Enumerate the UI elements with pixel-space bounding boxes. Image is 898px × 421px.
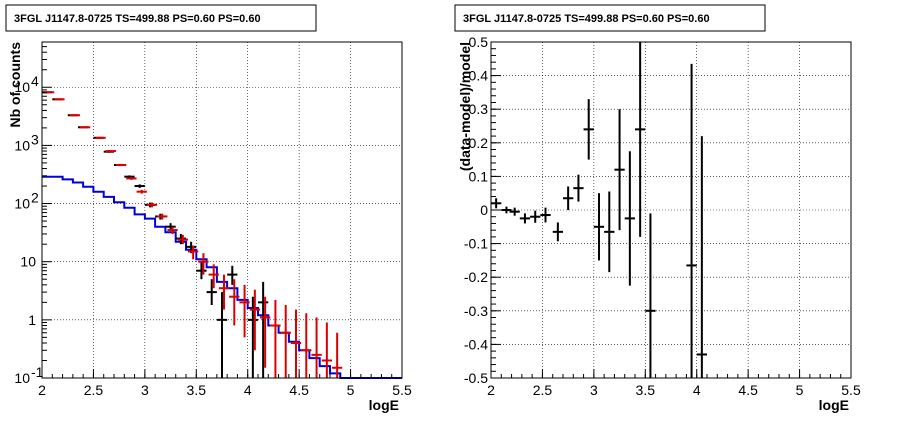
right-x-tick-label: 3 — [590, 382, 598, 398]
left-y-tick-exponent: 3 — [31, 131, 39, 147]
right-x-tick-label: 2.5 — [533, 382, 553, 398]
left-y-tick-label: 10 — [14, 196, 30, 212]
right-ticks — [490, 41, 852, 379]
left-x-tick-label: 4 — [244, 382, 252, 398]
left-title-box — [5, 4, 317, 32]
right-y-tick-label: 0.4 — [469, 68, 489, 84]
left-ticks — [41, 41, 403, 379]
left-y-tick-exponent: 4 — [31, 73, 39, 89]
left-x-tick-label: 5.5 — [392, 382, 412, 398]
right-y-tick-label: -0.2 — [464, 269, 488, 285]
right-x-tick-label: 5 — [796, 382, 804, 398]
right-grid — [491, 42, 851, 378]
left-x-tick-label: 3.5 — [187, 382, 207, 398]
left-x-axis-label: logE — [369, 397, 399, 413]
left-x-tick-label: 5 — [347, 382, 355, 398]
left-x-tick-label: 2.5 — [84, 382, 104, 398]
left-series — [42, 91, 402, 379]
right-y-tick-label: 0.5 — [469, 34, 489, 50]
right-tick-labels: 2 2.5 3 3.5 4 4.5 5 5.5 -0.5 -0.4 -0.3 -0.2 -0.1 0 0.1… — [464, 34, 861, 398]
right-title-box — [454, 4, 766, 32]
right-series — [491, 42, 707, 378]
right-y-tick-label: -0.3 — [464, 303, 488, 319]
left-x-tick-label: 3 — [141, 382, 149, 398]
right-y-tick-label: 0.2 — [469, 135, 489, 151]
left-y-tick-exponent: 2 — [31, 190, 39, 206]
right-title: 3FGL J1147.8-0725 TS=499.88 PS=0.60 PS=0… — [463, 13, 710, 25]
left-pad-background — [0, 0, 449, 421]
right-y-axis-label: (data-model)/model — [457, 42, 473, 171]
right-y-tick-label: 0.1 — [469, 168, 489, 184]
right-y-tick-label: 0 — [480, 202, 488, 218]
left-y-tick-label: 10 — [20, 254, 36, 270]
background-model-histogram — [42, 175, 402, 379]
left-y-tick-label: 10 — [14, 137, 30, 153]
right-x-tick-label: 4 — [693, 382, 701, 398]
right-x-tick-label: 5.5 — [841, 382, 861, 398]
right-x-axis-label: logE — [819, 397, 849, 413]
left-y-tick-label: 1 — [28, 312, 36, 328]
left-y-tick-label: 10 — [14, 79, 30, 95]
right-y-tick-label: -0.4 — [464, 336, 488, 352]
right-y-tick-label: -0.5 — [464, 370, 488, 386]
right-panel: 2 2.5 3 3.5 4 4.5 5 5.5 -0.5 -0.4 -0.3 -0.2 -0.1 0 0.1… — [449, 0, 898, 421]
right-y-tick-label: 0.3 — [469, 101, 489, 117]
left-x-tick-label: 2 — [38, 382, 46, 398]
left-frame — [41, 41, 403, 379]
right-x-tick-label: 3.5 — [636, 382, 656, 398]
left-y-axis-label: Nb of counts — [7, 42, 23, 128]
left-y-tick-label: 10 — [14, 370, 30, 386]
left-y-tick-exponent: -1 — [31, 364, 44, 380]
right-y-tick-label: -0.1 — [464, 236, 488, 252]
left-title: 3FGL J1147.8-0725 TS=499.88 PS=0.60 PS=0… — [14, 13, 261, 25]
right-x-tick-label: 4.5 — [738, 382, 758, 398]
right-pad-background — [449, 0, 898, 421]
right-x-tick-label: 2 — [487, 382, 495, 398]
left-x-tick-label: 4.5 — [289, 382, 309, 398]
